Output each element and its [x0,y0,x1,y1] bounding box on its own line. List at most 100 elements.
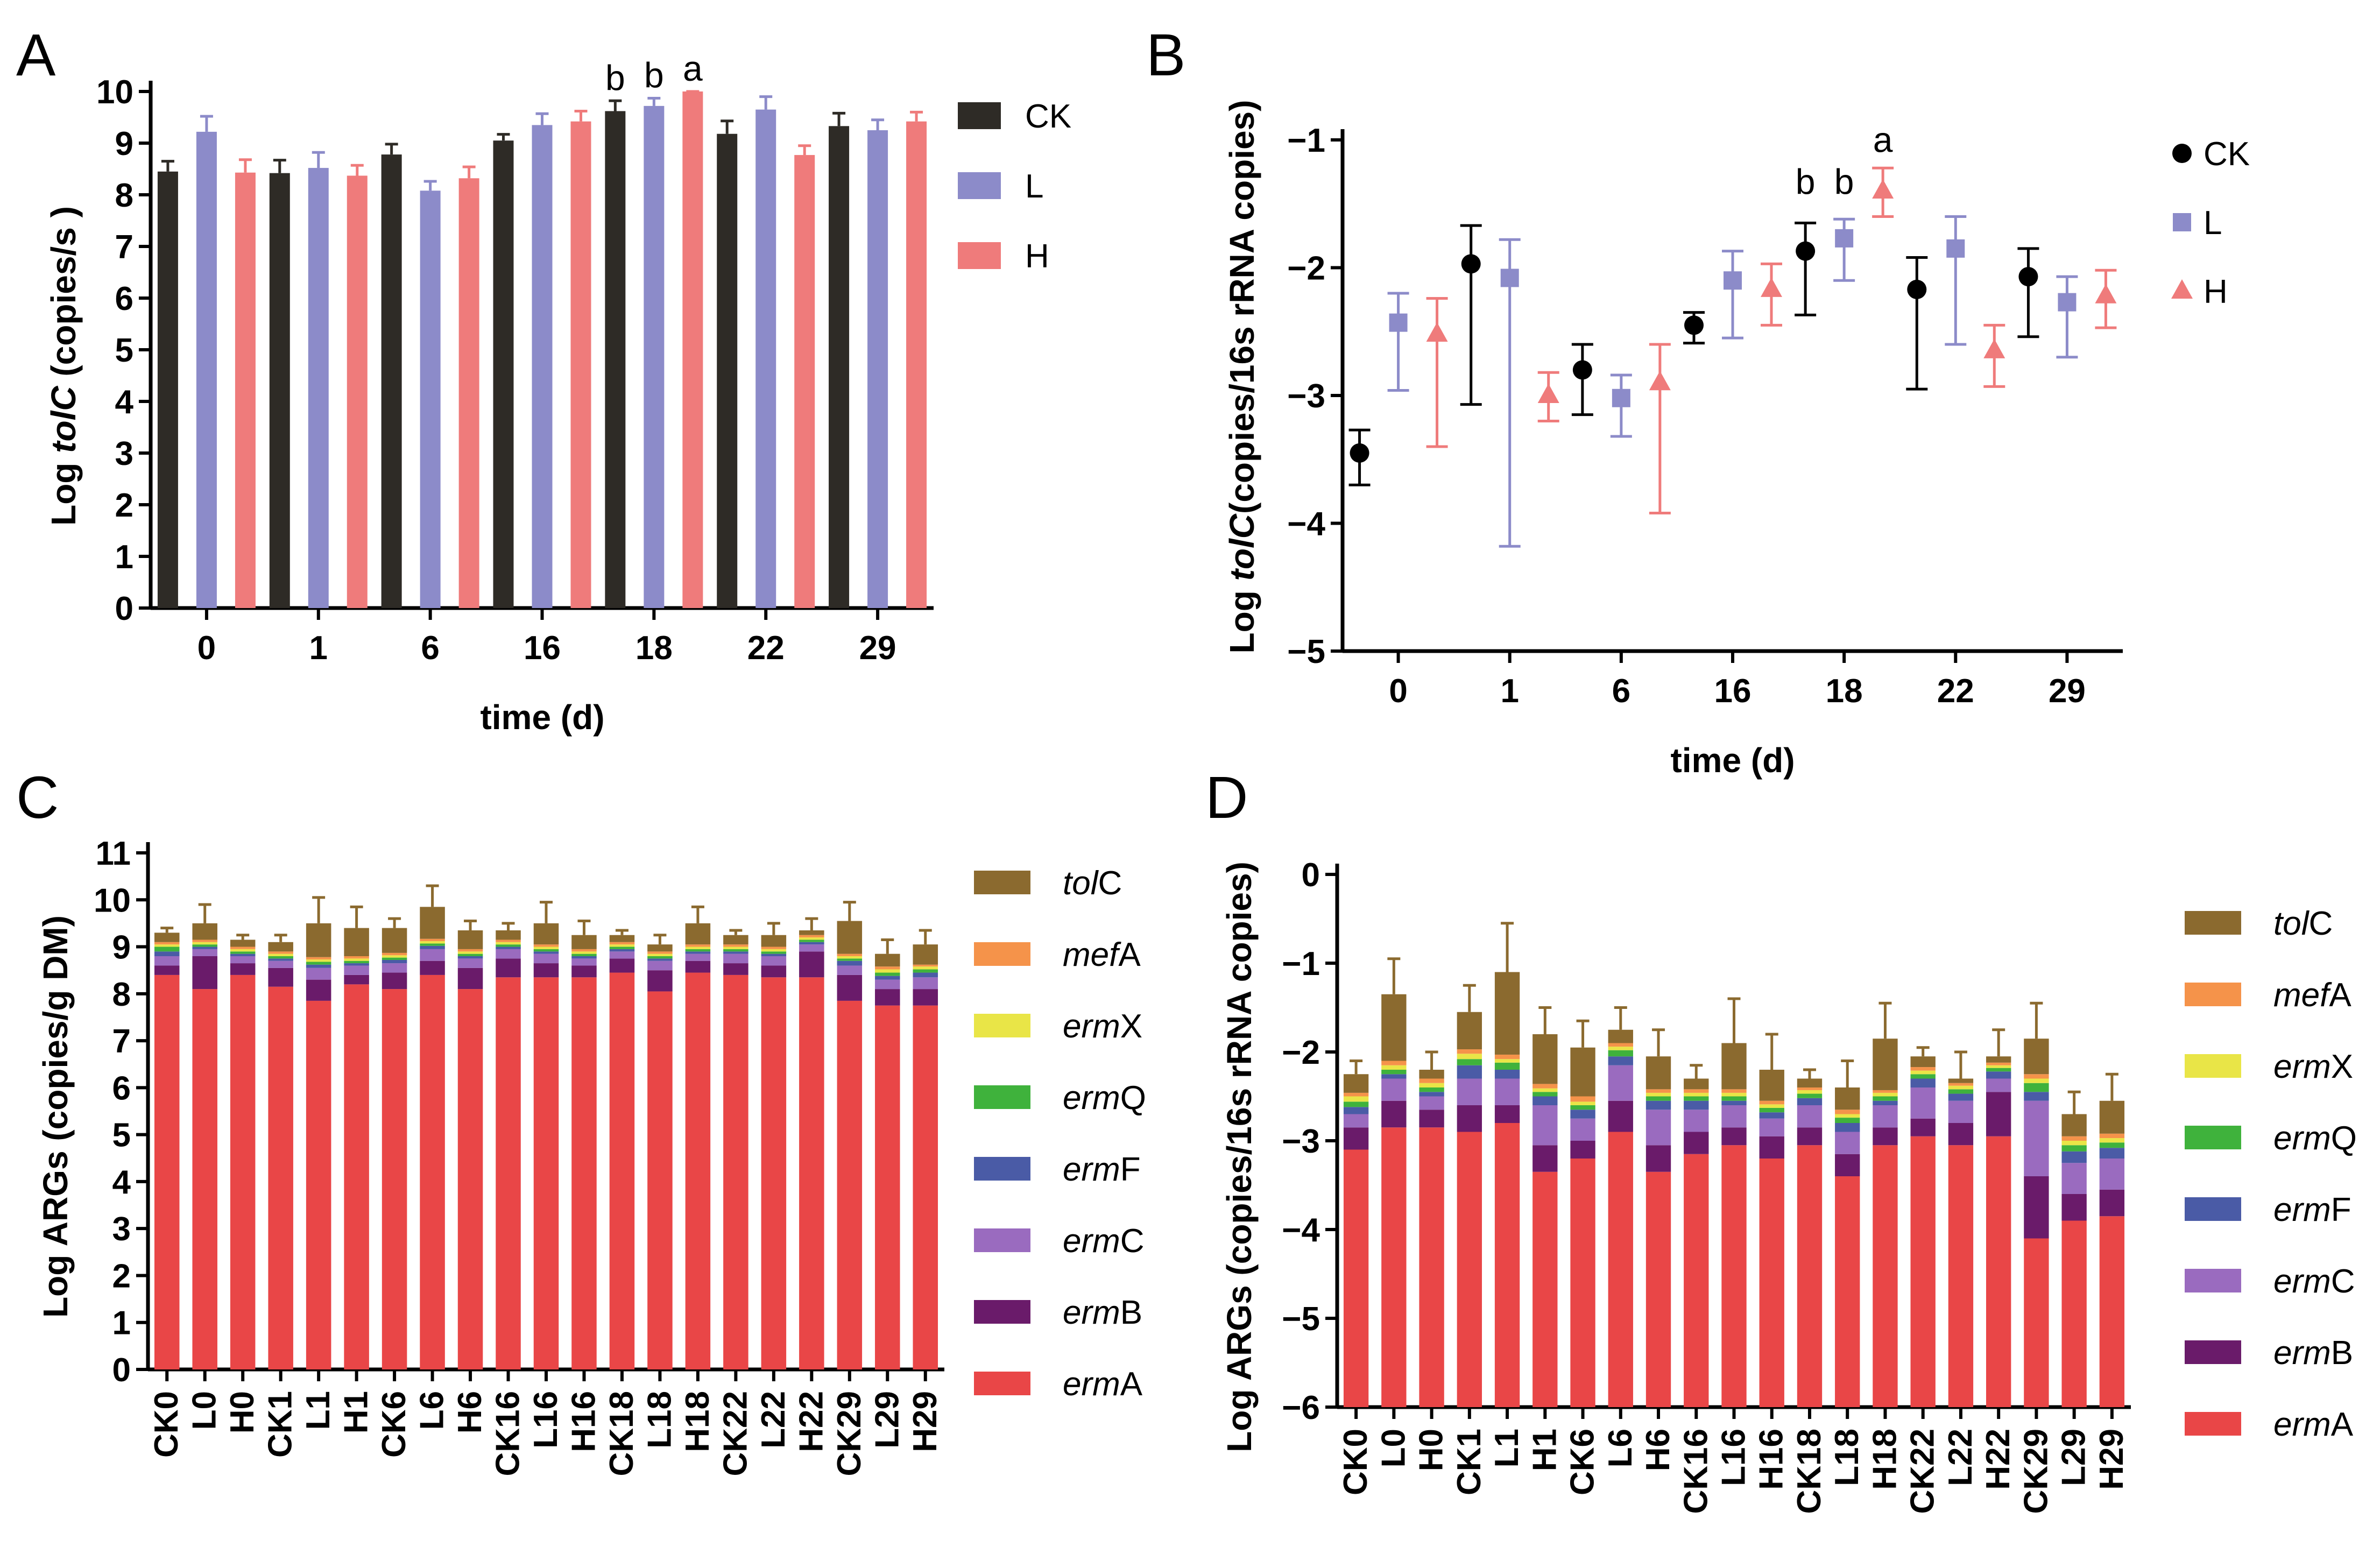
a-x-tick-label: 6 [421,630,439,667]
c-x-tick-label: L16 [527,1391,564,1449]
b-point-ck [2018,267,2038,287]
d-stack-segment [1797,1145,1823,1407]
d-x-tick-label: H29 [2093,1429,2130,1490]
c-stack-segment [268,951,293,954]
c-stack-segment [685,953,711,961]
a-significance-letter: b [605,58,625,97]
c-legend-label: ermB [1063,1294,1142,1331]
c-stack-segment [761,977,787,1369]
d-x-tick-label: L22 [1942,1429,1979,1486]
d-stack-segment [1419,1070,1444,1079]
d-stack-segment [1457,1105,1482,1132]
d-x-tick-label: CK29 [2017,1429,2054,1514]
c-stack-segment [913,972,938,978]
b-point-h [1649,371,1671,391]
d-legend-label: ermF [2273,1191,2351,1228]
d-legend-label: ermX [2273,1048,2353,1085]
d-x-tick-label: CK1 [1451,1429,1488,1495]
d-stack-segment [1721,1092,1747,1097]
b-x-tick-label: 22 [1937,673,1974,710]
d-stack-segment [1494,1062,1520,1070]
d-stack-segment [1570,1047,1595,1097]
c-stack-segment [647,951,673,954]
d-stack-segment [1835,1118,1860,1123]
d-x-tick-label: L0 [1375,1429,1412,1467]
c-stack-segment [230,951,256,954]
d-stack-segment [1532,1092,1558,1097]
c-stack-segment [268,960,293,968]
b-x-tick-label: 0 [1389,673,1407,710]
c-stack-segment [420,907,445,939]
c-stack-segment [344,928,369,956]
panel-letter-a: A [16,22,56,88]
b-x-tick-label: 29 [2049,673,2086,710]
b-point-h [1426,322,1448,342]
c-x-tick-label: L6 [414,1391,451,1430]
d-stack-segment [1419,1127,1444,1407]
c-stack-segment [154,956,180,966]
c-stack-segment [382,928,407,953]
d-stack-segment [1835,1123,1860,1132]
b-point-h [1537,384,1559,403]
c-stack-segment [496,949,521,959]
c-stack-segment [571,953,597,956]
c-stack-segment [496,940,521,942]
c-y-tick-label: 5 [112,1117,131,1154]
c-stack-segment [344,958,369,961]
c-legend-swatch [974,1014,1030,1037]
d-legend-swatch [2185,1340,2241,1364]
d-stack-segment [1948,1093,1974,1101]
d-stack-segment [2061,1141,2087,1146]
d-legend-label: ermA [2273,1406,2354,1443]
d-stack-segment [1494,1059,1520,1063]
a-bar-l [867,130,888,608]
d-stack-segment [1645,1145,1671,1172]
panel-b-legend: CK LH [2171,136,2250,310]
b-x-tick-label: 16 [1714,673,1752,710]
d-stack-segment [1759,1070,1784,1101]
b-point-ck [1907,279,1927,299]
b-point-l [2058,293,2077,312]
c-stack-segment [230,974,256,1369]
d-y-tick-label: −3 [1282,1123,1320,1160]
c-stack-segment [533,951,559,954]
d-stack-segment [1381,1065,1407,1070]
c-stack-segment [306,962,331,965]
d-stack-segment [1532,1105,1558,1146]
c-stack-segment [154,965,180,975]
c-stack-segment [723,946,748,949]
d-stack-segment [1948,1089,1974,1094]
d-stack-segment [1457,1078,1482,1105]
c-stack-segment [647,956,673,959]
a-y-tick-label: 5 [115,332,133,369]
d-stack-segment [1570,1118,1595,1141]
c-stack-segment [230,953,256,956]
d-stack-segment [1532,1034,1558,1084]
d-stack-segment [1873,1105,1898,1128]
c-stack-segment [609,958,635,973]
d-stack-segment [1797,1127,1823,1146]
c-stack-segment [837,1000,863,1369]
c-stack-segment [571,935,597,949]
c-stack-segment [344,974,369,985]
d-stack-segment [1910,1074,1936,1079]
b-x-tick-label: 6 [1612,673,1630,710]
b-y-tick-label: −3 [1287,378,1325,415]
c-y-tick-label: 4 [112,1164,131,1201]
d-stack-segment [1570,1105,1595,1110]
b-significance-letter: b [1796,162,1816,202]
b-x-tick-label: 1 [1500,673,1519,710]
b-point-ck [1684,315,1704,335]
b-point-l [1389,313,1408,332]
d-stack-segment [1835,1087,1860,1110]
c-stack-segment [382,955,407,958]
d-stack-segment [1608,1029,1633,1043]
c-stack-segment [457,953,483,956]
panel-b-y-axis-title: Log tolC(copies/16s rRNA copies) [1223,100,1261,654]
d-stack-segment [1684,1132,1709,1154]
a-y-tick-label: 2 [115,487,133,524]
c-stack-segment [723,974,748,1369]
c-stack-segment [571,965,597,978]
c-x-tick-label: CK29 [831,1391,868,1477]
